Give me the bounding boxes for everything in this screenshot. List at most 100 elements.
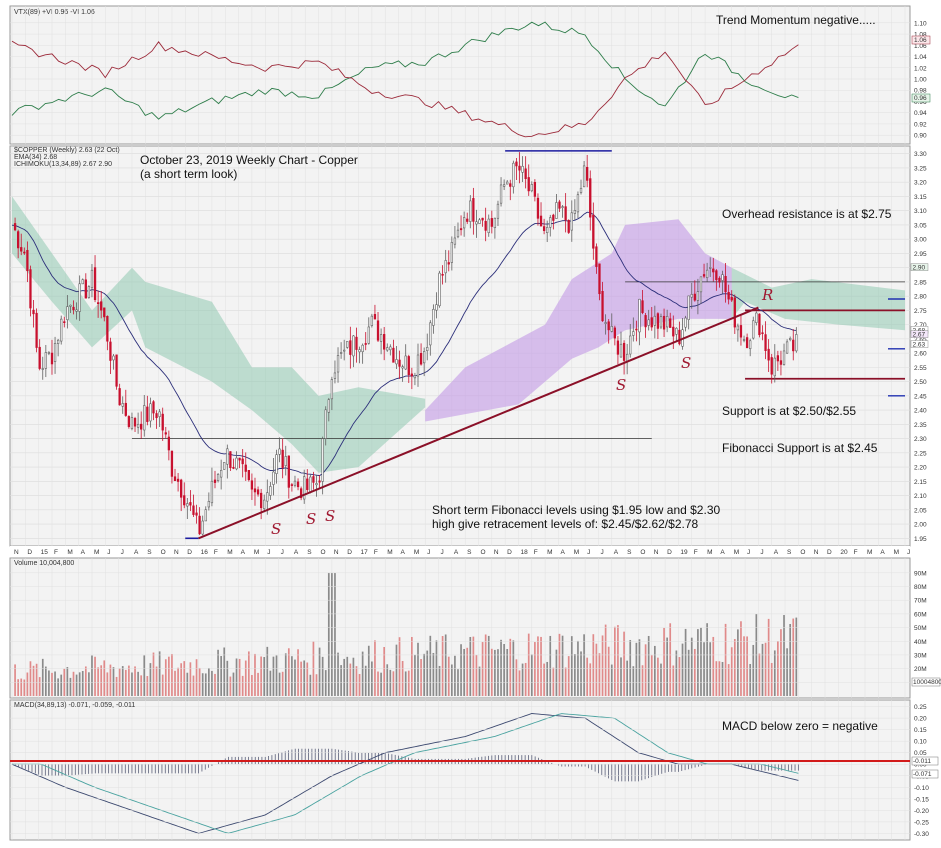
price-tick-label: 1.95	[914, 536, 927, 543]
candle-body	[303, 476, 306, 500]
candle-body	[346, 341, 349, 348]
candle-body	[656, 313, 660, 329]
date-tick-label: A	[134, 549, 139, 556]
price-axis-tag: 2.90	[913, 265, 926, 272]
volume-bar	[607, 646, 610, 696]
volume-bar	[441, 636, 444, 696]
date-tick-label: J	[441, 549, 444, 556]
candle-body	[764, 334, 767, 351]
date-tick-label: M	[867, 549, 872, 556]
volume-bar	[684, 628, 687, 696]
volume-bar	[327, 572, 330, 696]
candle-body	[244, 464, 247, 472]
volume-bar	[269, 670, 272, 696]
volume-bar	[460, 644, 462, 696]
candle-body	[699, 276, 703, 293]
price-tick-label: 3.05	[914, 222, 927, 229]
date-tick-label: O	[321, 549, 326, 556]
candle-body	[530, 184, 533, 192]
volume-bar	[272, 656, 275, 696]
volume-bar	[432, 652, 435, 696]
candle-body	[155, 413, 158, 419]
candle-body	[767, 348, 770, 361]
volume-bar	[592, 634, 595, 696]
date-tick-label: J	[121, 549, 124, 556]
candle-body	[745, 337, 749, 349]
candle-body	[659, 316, 663, 328]
volume-bar	[75, 674, 78, 696]
candle-body	[542, 226, 546, 231]
volume-bar	[540, 636, 542, 696]
candle-body	[250, 480, 254, 490]
volume-bar	[395, 644, 398, 696]
vix-negative-line	[11, 40, 799, 138]
volume-bar	[383, 647, 386, 696]
volume-bar	[23, 679, 26, 696]
date-tick-label: 19	[680, 549, 688, 556]
candle-body	[259, 492, 263, 509]
volume-bar	[106, 672, 109, 696]
date-tick-label: J	[107, 549, 110, 556]
volume-bar	[423, 653, 425, 696]
volume-bar	[115, 676, 118, 696]
volume-bar	[309, 674, 312, 696]
volume-bar	[48, 670, 50, 696]
date-tick-label: N	[14, 549, 19, 556]
volume-bar	[407, 670, 410, 696]
candle-body	[127, 416, 131, 427]
volume-bar	[792, 618, 795, 696]
volume-bar	[229, 676, 232, 696]
candle-body	[718, 277, 721, 283]
volume-bar	[355, 666, 358, 696]
volume-bar	[426, 650, 429, 696]
volume-bar	[195, 659, 198, 696]
trend-line	[198, 306, 759, 540]
volume-bar	[204, 673, 207, 696]
volume-bar	[586, 657, 589, 696]
volume-bar	[730, 647, 733, 696]
candle-body	[352, 335, 355, 357]
volume-bar	[263, 657, 266, 696]
candle-body	[84, 279, 87, 299]
date-tick-label: O	[161, 549, 166, 556]
volume-bars	[14, 572, 798, 696]
date-tick-label: D	[507, 549, 512, 556]
macd-panel: 0.250.200.150.100.050.00-0.05-0.10-0.15-…	[9, 699, 939, 841]
candle-body	[195, 512, 198, 516]
candle-body	[216, 474, 220, 481]
date-tick-label: D	[27, 549, 32, 556]
date-tick-label: O	[480, 549, 485, 556]
candle-body	[432, 308, 435, 326]
candle-body	[69, 304, 72, 307]
volume-bar	[543, 663, 545, 696]
volume-bar	[780, 629, 782, 696]
candle-body	[287, 455, 290, 488]
candle-body	[47, 352, 51, 354]
candle-body	[669, 318, 672, 328]
candle-body	[459, 228, 463, 231]
volume-header: Volume 10,004,800	[14, 560, 74, 567]
ema-line	[11, 211, 797, 477]
candle-body	[324, 409, 327, 439]
candle-body	[130, 417, 134, 429]
volume-bar	[447, 656, 450, 696]
volume-bar	[321, 656, 324, 696]
candle-body	[761, 332, 764, 335]
volume-bar	[69, 677, 72, 696]
volume-bar	[78, 672, 81, 696]
date-tick-label: J	[427, 549, 430, 556]
volume-bar	[706, 623, 708, 696]
chart-title: October 23, 2019 Weekly Chart - Copper	[140, 153, 358, 167]
date-tick-label: F	[54, 549, 58, 556]
candle-body	[358, 349, 361, 353]
date-tick-label: M	[894, 549, 899, 556]
date-tick-label: 16	[201, 549, 209, 556]
macd-signal-line	[12, 713, 799, 834]
volume-bar	[635, 642, 638, 696]
candle-body	[401, 366, 404, 369]
candle-body	[284, 456, 287, 466]
candle-body	[75, 309, 78, 312]
candle-body	[392, 347, 395, 363]
candle-body	[66, 306, 69, 321]
volume-bar	[352, 657, 355, 696]
